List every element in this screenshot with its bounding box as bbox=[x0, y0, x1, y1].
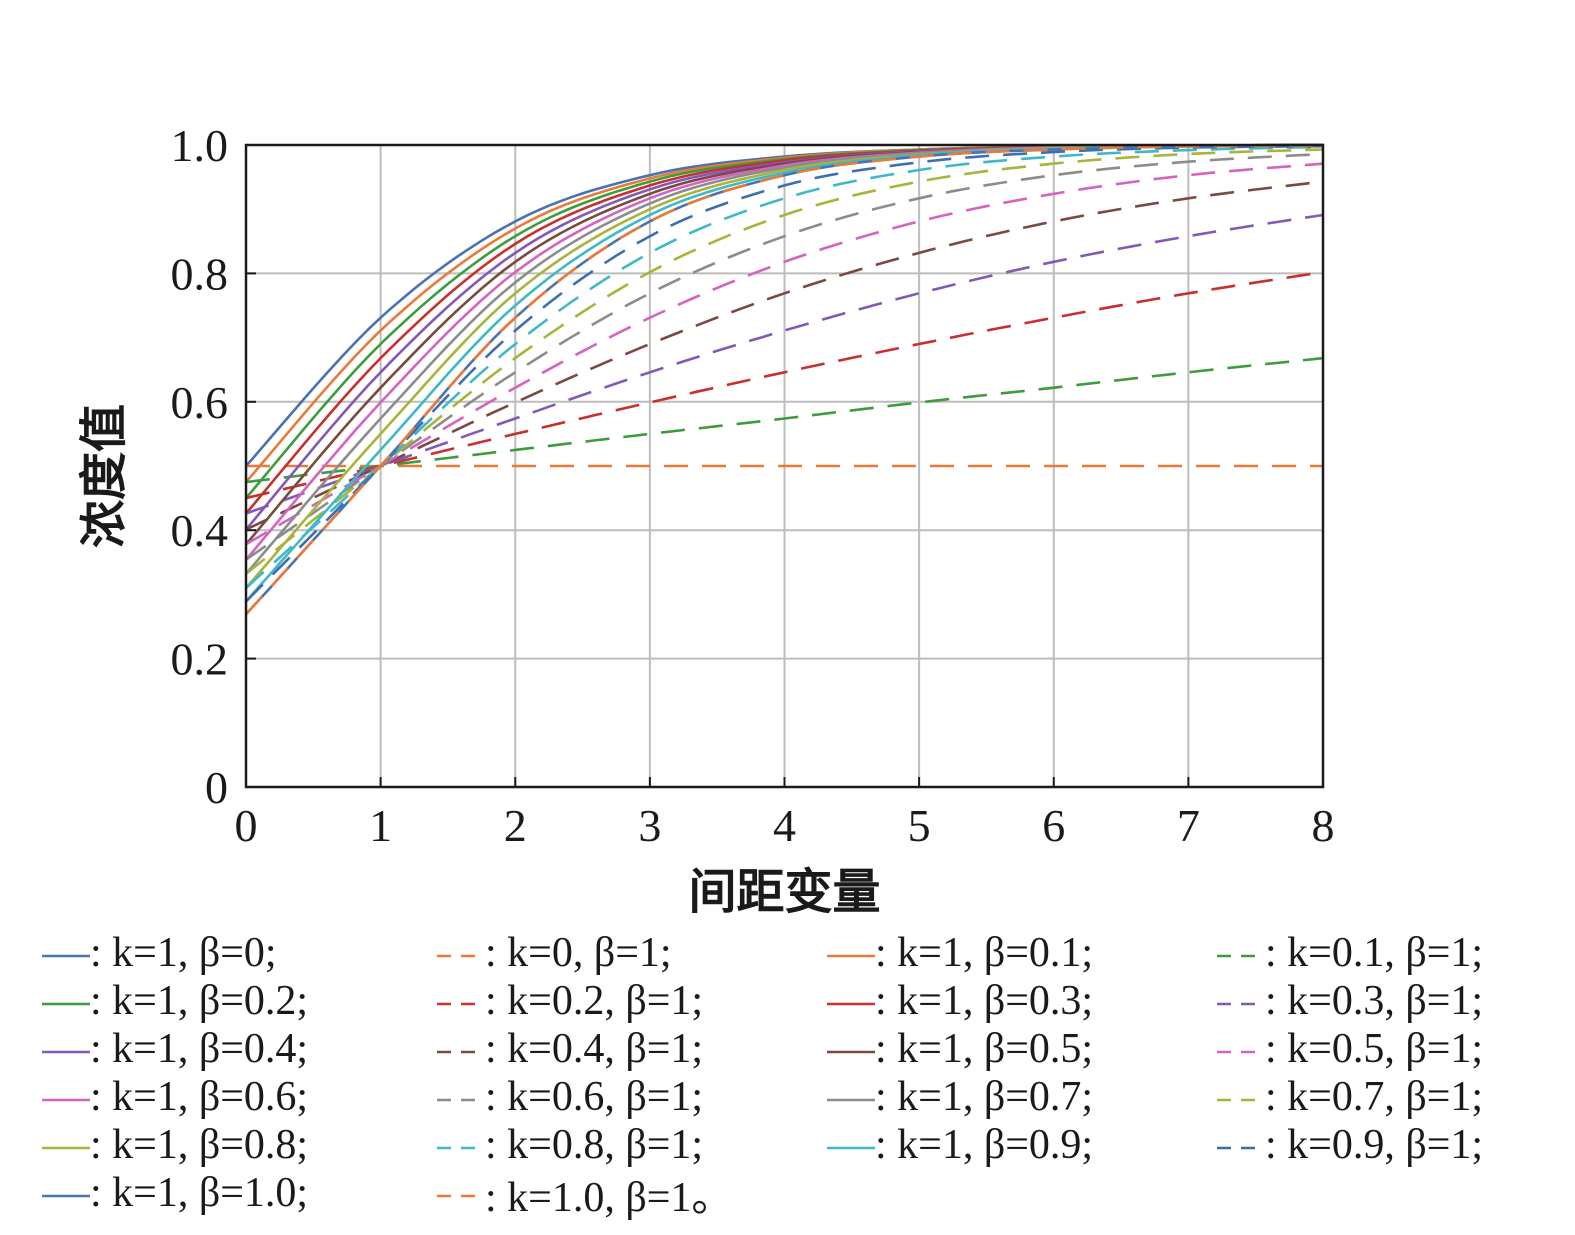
series-line-18 bbox=[245, 145, 1324, 589]
legend-item: : k=0.9, β=1; bbox=[1215, 1122, 1483, 1168]
legend-swatch bbox=[437, 1146, 485, 1150]
legend-swatch bbox=[42, 1002, 90, 1006]
legend-item: : k=0.8, β=1; bbox=[435, 1122, 703, 1168]
legend-item: : k=1, β=0.9; bbox=[825, 1122, 1093, 1168]
legend-label: : k=0, β=1; bbox=[485, 930, 672, 976]
legend-swatch bbox=[1217, 1002, 1265, 1006]
y-tick-label: 0 bbox=[205, 762, 228, 813]
legend-swatch bbox=[827, 1146, 875, 1150]
axis-ticks: 0 1 2 3 4 5 6 7 8 0 0.2 0.4 0.6 0.8 1.0 bbox=[171, 120, 1335, 851]
legend-label: : k=1, β=1.0; bbox=[90, 1170, 309, 1216]
legend-swatch bbox=[1217, 1050, 1265, 1054]
y-tick-label: 0.4 bbox=[171, 505, 229, 556]
series-line-14 bbox=[245, 152, 1324, 561]
legend-label: : k=1, β=0.1; bbox=[875, 930, 1094, 976]
x-tick-label: 1 bbox=[369, 800, 392, 851]
legend-swatch bbox=[437, 1194, 485, 1198]
series-line-16 bbox=[245, 148, 1324, 575]
y-tick-label: 0.8 bbox=[171, 248, 229, 299]
legend-item: : k=1, β=0.4; bbox=[40, 1026, 308, 1072]
legend-item: : k=1.0, β=1。 bbox=[435, 1170, 733, 1221]
x-tick-label: 5 bbox=[908, 800, 931, 851]
legend-label: : k=0.5, β=1; bbox=[1265, 1026, 1484, 1072]
legend-item: : k=0.5, β=1; bbox=[1215, 1026, 1483, 1072]
legend-label: : k=0.7, β=1; bbox=[1265, 1074, 1484, 1120]
legend-swatch bbox=[1217, 954, 1265, 958]
legend-swatch bbox=[437, 954, 485, 958]
series-line-10 bbox=[245, 180, 1324, 531]
legend-label: : k=0.2, β=1; bbox=[485, 978, 704, 1024]
legend-label: : k=1, β=0.9; bbox=[875, 1122, 1094, 1168]
legend-swatch bbox=[437, 1098, 485, 1102]
legend-label: : k=1, β=0.7; bbox=[875, 1074, 1094, 1120]
legend-swatch bbox=[42, 1194, 90, 1198]
legend-item: : k=1, β=0.6; bbox=[40, 1074, 308, 1120]
x-tick-label: 7 bbox=[1177, 800, 1200, 851]
legend-label: : k=1, β=0; bbox=[90, 930, 277, 976]
legend-swatch bbox=[42, 1050, 90, 1054]
legend-label: : k=0.9, β=1; bbox=[1265, 1122, 1484, 1168]
x-tick-label: 2 bbox=[504, 800, 527, 851]
legend-label: : k=1, β=0.5; bbox=[875, 1026, 1094, 1072]
legend-item: : k=0.1, β=1; bbox=[1215, 930, 1483, 976]
legend-swatch bbox=[827, 954, 875, 958]
x-tick-label: 8 bbox=[1312, 800, 1335, 851]
legend-item: : k=0.2, β=1; bbox=[435, 978, 703, 1024]
legend-item: : k=1, β=0.7; bbox=[825, 1074, 1093, 1120]
legend-swatch bbox=[1217, 1146, 1265, 1150]
legend-swatch bbox=[437, 1002, 485, 1006]
legend-item: : k=1, β=0.2; bbox=[40, 978, 308, 1024]
legend-swatch bbox=[42, 1146, 90, 1150]
legend-label: : k=1, β=0.4; bbox=[90, 1026, 309, 1072]
y-axis-title: 浓度值 bbox=[78, 404, 131, 548]
legend-item: : k=1, β=0.1; bbox=[825, 930, 1093, 976]
series-line-4 bbox=[245, 356, 1324, 484]
series-line-20 bbox=[245, 145, 1323, 603]
legend-swatch bbox=[42, 1098, 90, 1102]
x-tick-label: 6 bbox=[1042, 800, 1065, 851]
legend-label: : k=1, β=0.2; bbox=[90, 978, 309, 1024]
legend-item: : k=1, β=0.3; bbox=[825, 978, 1093, 1024]
legend-item: : k=1, β=1.0; bbox=[40, 1170, 308, 1216]
legend-swatch bbox=[437, 1050, 485, 1054]
legend-item: : k=0.7, β=1; bbox=[1215, 1074, 1483, 1120]
x-tick-label: 4 bbox=[773, 800, 796, 851]
series-line-6 bbox=[245, 270, 1324, 500]
legend-swatch bbox=[827, 1098, 875, 1102]
legend-item: : k=1, β=0.5; bbox=[825, 1026, 1093, 1072]
x-tick-label: 0 bbox=[235, 800, 258, 851]
x-tick-label: 3 bbox=[638, 800, 661, 851]
legend-label: : k=1, β=0.6; bbox=[90, 1074, 309, 1120]
legend-item: : k=0.4, β=1; bbox=[435, 1026, 703, 1072]
legend-label: : k=0.4, β=1; bbox=[485, 1026, 704, 1072]
y-tick-label: 1.0 bbox=[171, 120, 229, 171]
series-line-12 bbox=[245, 162, 1324, 546]
legend-item: : k=1, β=0.8; bbox=[40, 1122, 308, 1168]
legend-item: : k=1, β=0; bbox=[40, 930, 277, 976]
legend-swatch bbox=[827, 1002, 875, 1006]
legend-label: : k=1, β=0.3; bbox=[875, 978, 1094, 1024]
legend-item: : k=0.3, β=1; bbox=[1215, 978, 1483, 1024]
legend-swatch bbox=[1217, 1098, 1265, 1102]
y-tick-label: 0.6 bbox=[171, 377, 229, 428]
legend-swatch bbox=[827, 1050, 875, 1054]
series-line-22 bbox=[245, 144, 1324, 616]
legend-label: : k=1, β=0.8; bbox=[90, 1122, 309, 1168]
legend-label: : k=0.8, β=1; bbox=[485, 1122, 704, 1168]
legend-item: : k=0, β=1; bbox=[435, 930, 672, 976]
legend-swatch bbox=[42, 954, 90, 958]
legend-label: : k=0.6, β=1; bbox=[485, 1074, 704, 1120]
y-tick-label: 0.2 bbox=[171, 634, 229, 685]
legend-label: : k=0.3, β=1; bbox=[1265, 978, 1484, 1024]
x-axis-title: 间距变量 bbox=[688, 866, 880, 919]
legend-label: : k=0.1, β=1; bbox=[1265, 930, 1484, 976]
series-line-8 bbox=[245, 213, 1324, 515]
legend-item: : k=0.6, β=1; bbox=[435, 1074, 703, 1120]
legend-label: : k=1.0, β=1。 bbox=[485, 1174, 734, 1221]
